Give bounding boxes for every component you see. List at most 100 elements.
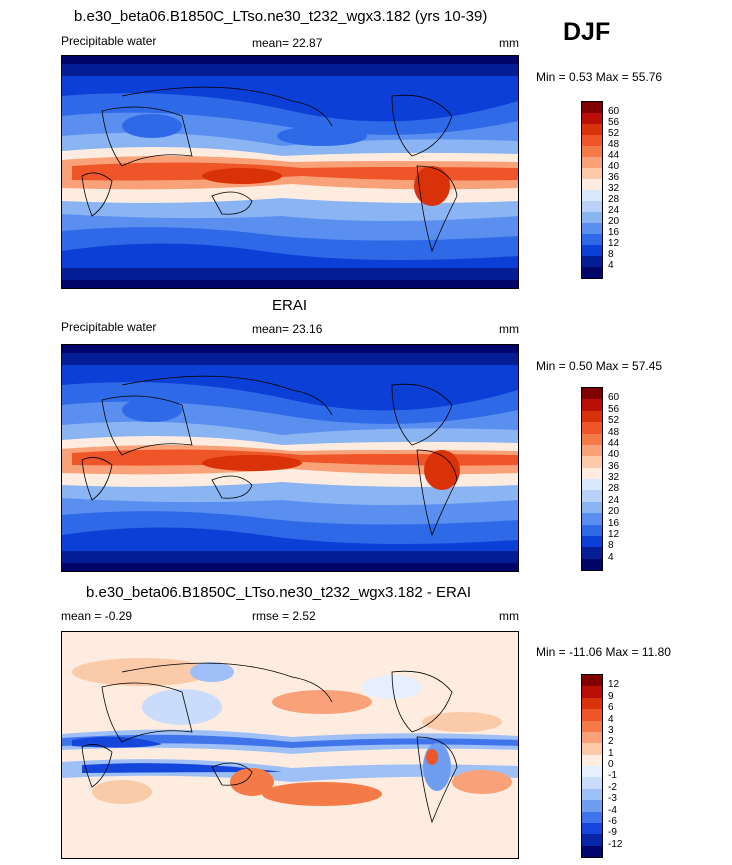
panel-3-map (61, 631, 519, 859)
colorbar-tick-label: 12 (608, 679, 620, 691)
colorbar-swatch (582, 686, 602, 698)
panel-1-units-label: mm (499, 36, 519, 50)
colorbar-tick-label: 1 (608, 747, 614, 759)
colorbar-swatch (582, 212, 602, 223)
colorbar-swatch (582, 234, 602, 245)
panel-2-mean-label: mean= 23.16 (252, 322, 323, 336)
colorbar-tick-label: 44 (608, 437, 620, 449)
panel-2-map (61, 344, 519, 572)
colorbar-tick-label: 4 (608, 260, 614, 271)
panel-3-title: b.e30_beta06.B1850C_LTso.ne30_t232_wgx3.… (86, 584, 472, 601)
colorbar-swatch (582, 697, 602, 710)
panel-3-units-label: mm (499, 609, 519, 623)
colorbar-swatch (582, 731, 602, 744)
colorbar-tick-label: 24 (608, 205, 620, 216)
colorbar-tick-label: -12 (608, 838, 623, 850)
panel-1-map (61, 55, 519, 289)
colorbar-tick-label: 20 (608, 506, 620, 518)
colorbar-tick-label: -1 (608, 770, 617, 782)
colorbar-tick-label: 56 (608, 403, 620, 415)
panel-3-rmse-label: rmse = 2.52 (252, 609, 316, 623)
colorbar-tick-label: 20 (608, 216, 620, 227)
colorbar-tick-label: 4 (608, 551, 614, 563)
colorbar-tick-label: -4 (608, 804, 617, 816)
colorbar-swatch (582, 157, 602, 168)
colorbar-tick-label: 4 (608, 713, 614, 725)
panel-2-variable-label: Precipitable water (61, 320, 157, 334)
colorbar-swatch (582, 456, 602, 468)
colorbar-tick-label: -6 (608, 815, 617, 827)
panel-2-minmax-label: Min = 0.50 Max = 57.45 (536, 359, 663, 373)
colorbar-tick-label: 36 (608, 460, 620, 472)
colorbar-swatch (582, 777, 602, 789)
panel-3-minmax-label: Min = -11.06 Max = 11.80 (536, 645, 671, 659)
colorbar-swatch (582, 766, 602, 778)
colorbar-tick-label: 9 (608, 690, 614, 702)
colorbar-swatch (582, 800, 602, 812)
colorbar-tick-label: 3 (608, 724, 614, 736)
colorbar-tick-label: -9 (608, 827, 617, 839)
colorbar-swatch (582, 399, 602, 411)
colorbar-tick-label: 6 (608, 702, 614, 714)
colorbar-swatch (582, 179, 602, 190)
colorbar-swatch (582, 524, 602, 536)
colorbar-swatch (582, 102, 602, 113)
colorbar-tick-label: 2 (608, 736, 614, 748)
colorbar-swatch (582, 547, 602, 559)
colorbar-tick-label: 28 (608, 483, 620, 495)
colorbar-tick-label: -3 (608, 793, 617, 805)
colorbar-swatch (582, 146, 602, 157)
colorbar-swatch (582, 490, 602, 502)
panel-1-variable-label: Precipitable water (61, 34, 157, 48)
panel-3-colorbar-labels: 12 9 6 4 3 2 1 0 -1 -2 -3 -4 -6 -9 -12 (608, 674, 638, 856)
colorbar-swatch (582, 479, 602, 491)
colorbar-swatch (582, 709, 602, 721)
colorbar-tick-label: 28 (608, 194, 620, 205)
colorbar-tick-label: 52 (608, 415, 620, 427)
panel-1-mean-label: mean= 22.87 (252, 36, 323, 50)
colorbar-swatch (582, 501, 602, 514)
colorbar-tick-label: 48 (608, 426, 620, 438)
panel-3-mean-label: mean = -0.29 (61, 609, 133, 623)
colorbar-swatch (582, 754, 602, 766)
colorbar-swatch (582, 558, 602, 570)
colorbar-swatch (582, 113, 602, 124)
colorbar-tick-label: 60 (608, 106, 620, 117)
colorbar-swatch (582, 720, 602, 732)
colorbar-swatch (582, 811, 602, 823)
colorbar-swatch (582, 422, 602, 434)
colorbar-swatch (582, 190, 602, 201)
panel-2-title: ERAI (272, 297, 308, 314)
panel-1-title: b.e30_beta06.B1850C_LTso.ne30_t232_wgx3.… (74, 8, 488, 25)
colorbar-swatch (582, 834, 602, 846)
colorbar-swatch (582, 444, 602, 457)
panel-2-colorbar (581, 387, 603, 571)
colorbar-tick-label: 56 (608, 117, 620, 128)
colorbar-swatch (582, 467, 602, 479)
colorbar-tick-label: 32 (608, 472, 620, 483)
colorbar-swatch (582, 845, 602, 857)
colorbar-tick-label: 12 (608, 238, 620, 249)
colorbar-tick-label: 12 (608, 528, 620, 540)
colorbar-swatch (582, 788, 602, 801)
colorbar-tick-label: 8 (608, 249, 614, 260)
colorbar-swatch (582, 433, 602, 445)
panel-2-units-label: mm (499, 322, 519, 336)
colorbar-swatch (582, 256, 602, 267)
colorbar-tick-label: 40 (608, 449, 620, 461)
colorbar-swatch (582, 124, 602, 135)
colorbar-swatch (582, 245, 602, 256)
colorbar-swatch (582, 410, 602, 423)
colorbar-tick-label: 8 (608, 540, 614, 552)
colorbar-tick-label: -2 (608, 781, 617, 793)
season-label: DJF (563, 18, 611, 46)
panel-1-colorbar-labels: 60 56 52 48 44 40 36 32 28 24 20 16 12 8 4 (608, 101, 638, 277)
colorbar-swatch (582, 201, 602, 212)
colorbar-swatch (582, 743, 602, 755)
colorbar-swatch (582, 535, 602, 548)
colorbar-swatch (582, 223, 602, 234)
colorbar-tick-label: 0 (608, 759, 614, 770)
colorbar-tick-label: 32 (608, 183, 620, 194)
colorbar-tick-label: 48 (608, 139, 620, 150)
colorbar-swatch (582, 822, 602, 835)
